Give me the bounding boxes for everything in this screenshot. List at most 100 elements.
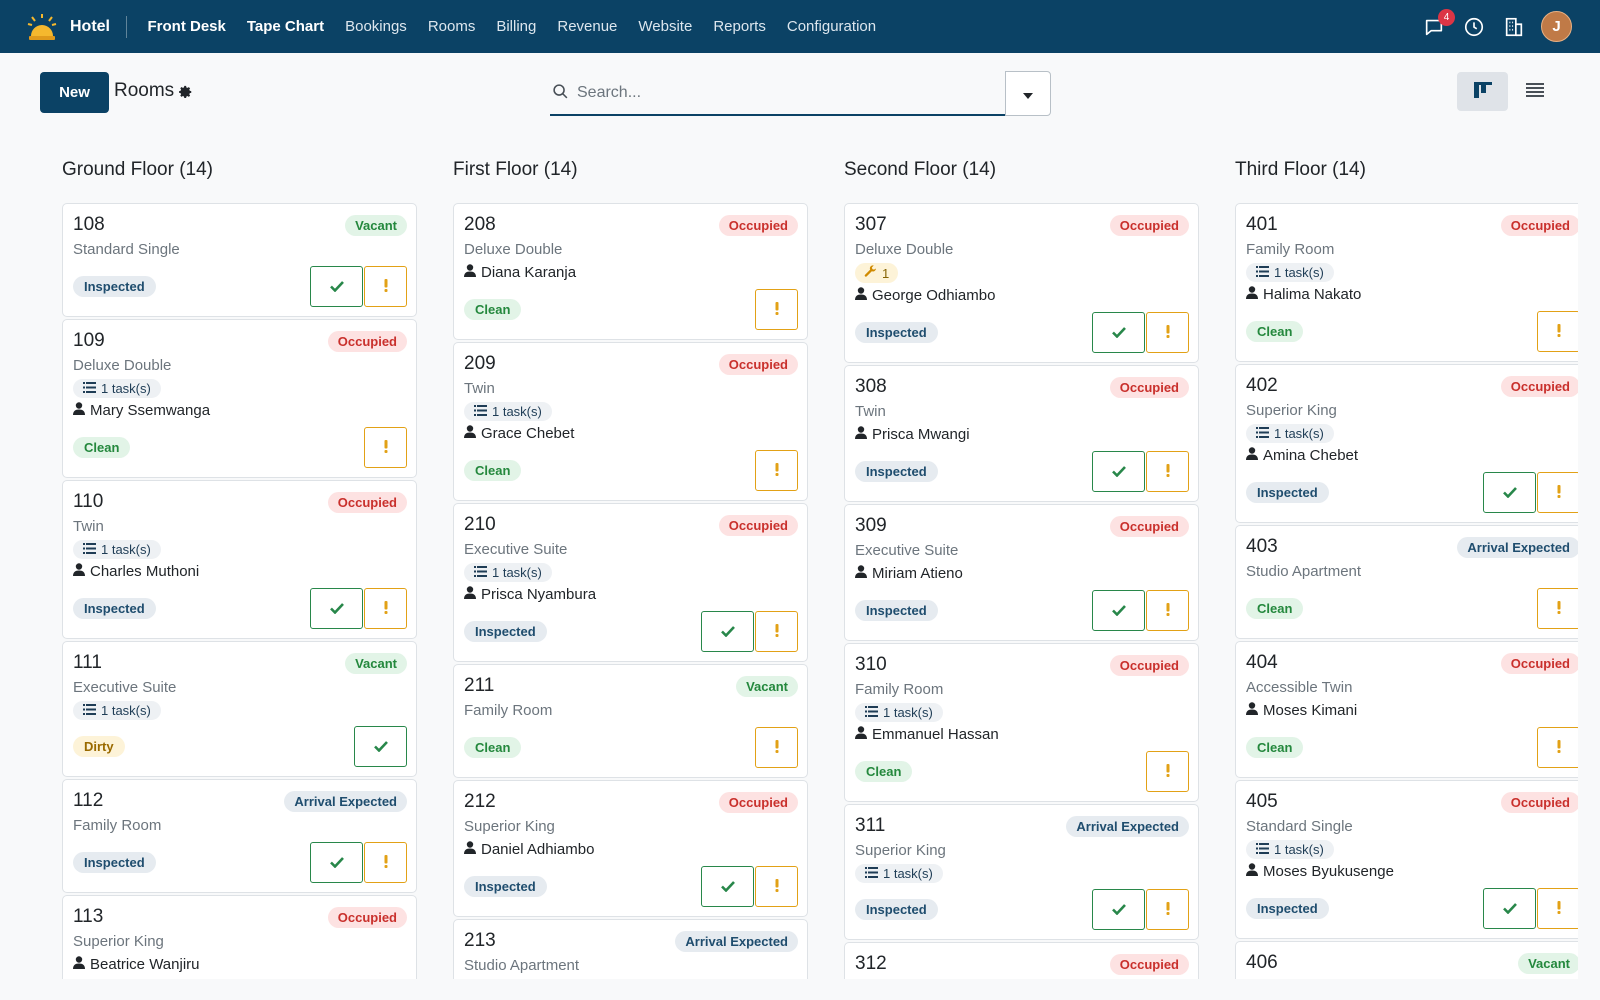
- mark-inspected-button[interactable]: [1092, 451, 1145, 492]
- building-icon[interactable]: [1501, 14, 1527, 40]
- report-issue-button[interactable]: [1146, 451, 1189, 492]
- report-issue-button[interactable]: [1537, 588, 1578, 629]
- report-issue-button[interactable]: [755, 727, 798, 768]
- nav-item-tape-chart[interactable]: Tape Chart: [246, 18, 325, 35]
- room-card[interactable]: 307 Occupied Deluxe Double 1 George Odhiambo…: [844, 203, 1199, 363]
- user-icon: [855, 564, 867, 584]
- report-issue-button[interactable]: [364, 266, 407, 307]
- room-card[interactable]: 310 Occupied Family Room 1 task(s) Emmanuel …: [844, 643, 1199, 802]
- room-number: 110: [73, 491, 104, 512]
- tasks-badge[interactable]: 1 task(s): [1246, 263, 1334, 282]
- mark-inspected-button[interactable]: [310, 842, 363, 883]
- clock-icon[interactable]: [1461, 14, 1487, 40]
- report-issue-button[interactable]: [755, 611, 798, 652]
- nav-item-configuration[interactable]: Configuration: [786, 18, 877, 35]
- room-actions: [755, 727, 798, 768]
- mark-inspected-button[interactable]: [1483, 888, 1536, 929]
- nav-item-front-desk[interactable]: Front Desk: [147, 18, 226, 35]
- guest-name: Daniel Adhiambo: [481, 841, 595, 858]
- mark-inspected-button[interactable]: [1092, 312, 1145, 353]
- tasks-row: 1 task(s): [73, 698, 407, 720]
- tasks-badge[interactable]: 1 task(s): [73, 540, 161, 559]
- tasks-badge[interactable]: 1 task(s): [855, 864, 943, 883]
- housekeeping-badge: Inspected: [464, 876, 547, 897]
- mark-inspected-button[interactable]: [1092, 590, 1145, 631]
- mark-inspected-button[interactable]: [310, 266, 363, 307]
- room-status-badge: Occupied: [1500, 791, 1578, 813]
- nav-item-website[interactable]: Website: [638, 18, 693, 35]
- room-card[interactable]: 108 Vacant Standard Single Inspected: [62, 203, 417, 317]
- report-issue-button[interactable]: [1146, 751, 1189, 792]
- tasks-badge[interactable]: 1 task(s): [464, 402, 552, 421]
- nav-item-rooms[interactable]: Rooms: [427, 18, 476, 35]
- room-card[interactable]: 212 Occupied Superior King Daniel Adhiambo I…: [453, 780, 808, 917]
- brand[interactable]: Hotel: [26, 13, 127, 40]
- room-card[interactable]: 110 Occupied Twin 1 task(s) Charles Muthoni I…: [62, 480, 417, 639]
- mark-inspected-button[interactable]: [1092, 889, 1145, 930]
- guest-row: Amina Chebet: [1246, 446, 1578, 466]
- nav-item-bookings[interactable]: Bookings: [345, 18, 407, 35]
- room-card[interactable]: 403 Arrival Expected Studio Apartment Clean: [1235, 525, 1578, 639]
- maintenance-badge[interactable]: 1: [855, 263, 899, 283]
- tasks-badge[interactable]: 1 task(s): [73, 701, 161, 720]
- report-issue-button[interactable]: [755, 289, 798, 330]
- room-card[interactable]: 109 Occupied Deluxe Double 1 task(s) Mary Ss…: [62, 319, 417, 478]
- report-issue-button[interactable]: [364, 842, 407, 883]
- search-input[interactable]: [577, 77, 977, 108]
- avatar[interactable]: J: [1541, 11, 1572, 42]
- search-dropdown-button[interactable]: [1005, 71, 1051, 116]
- report-issue-button[interactable]: [1146, 590, 1189, 631]
- room-card[interactable]: 406VacantClean: [1235, 941, 1578, 979]
- tasks-badge[interactable]: 1 task(s): [1246, 424, 1334, 443]
- chat-icon[interactable]: 4: [1421, 8, 1455, 40]
- report-issue-button[interactable]: [1146, 889, 1189, 930]
- report-issue-button[interactable]: [364, 427, 407, 468]
- new-button[interactable]: New: [40, 72, 109, 113]
- report-issue-button[interactable]: [1537, 472, 1578, 513]
- room-card[interactable]: 211 Vacant Family Room Clean: [453, 664, 808, 778]
- tasks-badge[interactable]: 1 task(s): [1246, 840, 1334, 859]
- mark-inspected-button[interactable]: [310, 588, 363, 629]
- report-issue-button[interactable]: [755, 866, 798, 907]
- room-card[interactable]: 111 Vacant Executive Suite 1 task(s) Dirty: [62, 641, 417, 777]
- report-issue-button[interactable]: [1537, 727, 1578, 768]
- report-issue-button[interactable]: [755, 450, 798, 491]
- mark-inspected-button[interactable]: [701, 611, 754, 652]
- list-view-button[interactable]: [1515, 72, 1555, 111]
- room-card[interactable]: 404 Occupied Accessible Twin Moses Kimani Cl…: [1235, 641, 1578, 778]
- room-card-header: 403 Arrival Expected: [1246, 536, 1578, 558]
- room-card[interactable]: 210 Occupied Executive Suite 1 task(s) Prisc…: [453, 503, 808, 662]
- room-card[interactable]: 402 Occupied Superior King 1 task(s) Amina C…: [1235, 364, 1578, 523]
- report-issue-button[interactable]: [1537, 311, 1578, 352]
- room-card[interactable]: 308 Occupied Twin Prisca Mwangi Inspected: [844, 365, 1199, 502]
- room-card[interactable]: 401 Occupied Family Room 1 task(s) Halima Na…: [1235, 203, 1578, 362]
- report-issue-button[interactable]: [1537, 888, 1578, 929]
- room-card[interactable]: 312OccupiedInspected: [844, 942, 1199, 979]
- kanban-view-button[interactable]: [1457, 72, 1508, 111]
- task-list-icon: [474, 404, 487, 419]
- room-card[interactable]: 311 Arrival Expected Superior King 1 task(s…: [844, 804, 1199, 940]
- tasks-badge[interactable]: 1 task(s): [464, 563, 552, 582]
- room-card[interactable]: 405 Occupied Standard Single 1 task(s) Moses…: [1235, 780, 1578, 939]
- tasks-badge[interactable]: 1 task(s): [73, 379, 161, 398]
- gear-icon[interactable]: [179, 85, 193, 102]
- room-card[interactable]: 112 Arrival Expected Family Room Inspected: [62, 779, 417, 893]
- room-card[interactable]: 309 Occupied Executive Suite Miriam Atieno I…: [844, 504, 1199, 641]
- room-card[interactable]: 208 Occupied Deluxe Double Diana Karanja Cle…: [453, 203, 808, 340]
- nav-item-billing[interactable]: Billing: [496, 18, 537, 35]
- report-issue-button[interactable]: [1146, 312, 1189, 353]
- nav-item-reports[interactable]: Reports: [713, 18, 766, 35]
- room-type: Deluxe Double: [464, 241, 563, 258]
- guest-name: Miriam Atieno: [872, 565, 963, 582]
- room-card[interactable]: 209 Occupied Twin 1 task(s) Grace Chebet Clea…: [453, 342, 808, 501]
- mark-inspected-button[interactable]: [1483, 472, 1536, 513]
- mark-inspected-button[interactable]: [701, 866, 754, 907]
- room-type: Superior King: [1246, 402, 1337, 419]
- report-issue-button[interactable]: [364, 588, 407, 629]
- room-number: 307: [855, 214, 887, 235]
- nav-item-revenue[interactable]: Revenue: [557, 18, 618, 35]
- tasks-badge[interactable]: 1 task(s): [855, 703, 943, 722]
- mark-inspected-button[interactable]: [354, 726, 407, 767]
- room-card[interactable]: 113 Occupied Superior King Beatrice Wanjiru…: [62, 895, 417, 979]
